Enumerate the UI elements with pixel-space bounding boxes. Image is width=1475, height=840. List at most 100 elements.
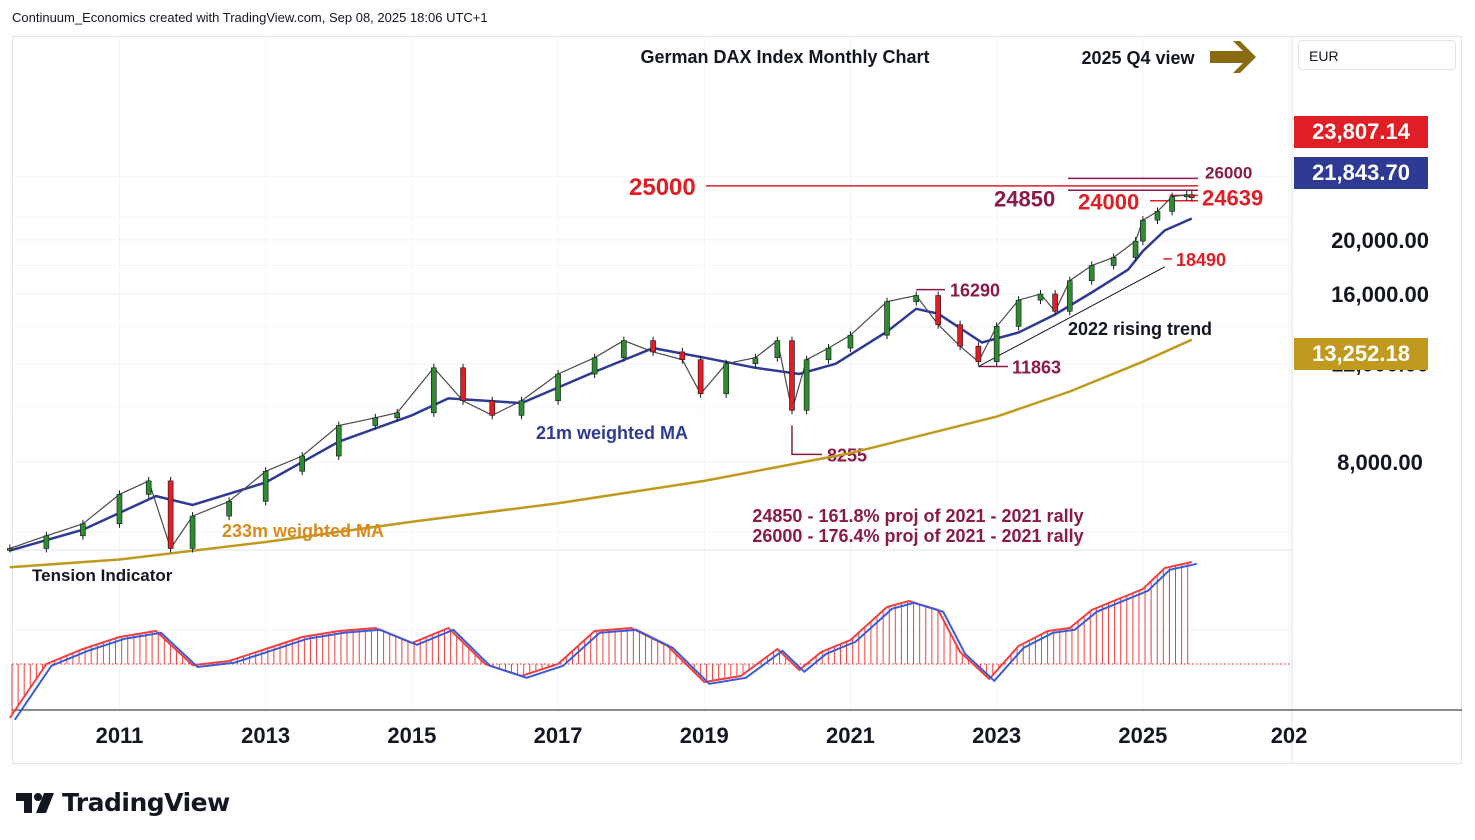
- candle-body: [774, 340, 781, 359]
- candle-body: [226, 501, 232, 517]
- tradingview-logo[interactable]: TradingView: [16, 788, 230, 817]
- candle-body: [975, 345, 982, 363]
- brand-name: TradingView: [62, 788, 230, 817]
- candle-body: [697, 359, 704, 395]
- ma21-badge: 21,843.70: [1294, 157, 1428, 189]
- time-tick-label: 202: [1271, 723, 1308, 748]
- price-tick-label: 16,000.00: [1331, 282, 1429, 307]
- candle-body: [189, 515, 196, 549]
- candle-body: [913, 295, 920, 302]
- candle-body: [1189, 194, 1195, 198]
- candle-body: [555, 373, 561, 402]
- candle-body: [1015, 299, 1022, 327]
- last-price-value: 23,807.14: [1312, 119, 1410, 144]
- last-price-badge: 23,807.14: [1294, 116, 1428, 148]
- time-tick-label: 2011: [96, 723, 144, 748]
- candle-body: [372, 417, 379, 426]
- candle-body: [335, 425, 342, 457]
- price-series: [7, 190, 1195, 569]
- candle-body: [993, 326, 1000, 363]
- tension-pane: [8, 561, 1292, 721]
- level-lines: 25000 26000 24850 24639 24000 18490 16290 11863…: [629, 163, 1263, 465]
- candle-body: [299, 455, 306, 472]
- ma21-line: [9, 217, 1193, 552]
- level-label-18490: 18490: [1176, 250, 1226, 270]
- time-tick-label: 2021: [826, 723, 875, 748]
- level-label-24850: 24850: [994, 186, 1055, 211]
- level-label-25000: 25000: [629, 174, 696, 201]
- time-tick-label: 2025: [1118, 723, 1167, 748]
- chart-frame: [12, 36, 1462, 764]
- tension-line-red: [8, 561, 1193, 719]
- candle-body: [935, 295, 941, 325]
- ma233-line: [9, 338, 1193, 569]
- candle-body: [752, 357, 759, 365]
- time-tick-label: 2019: [680, 723, 729, 748]
- grid: [12, 36, 1292, 710]
- candle-body: [650, 340, 656, 353]
- level-label-11863: 11863: [1012, 358, 1061, 378]
- time-tick-label: 2023: [972, 723, 1021, 748]
- candle-body: [1183, 194, 1190, 198]
- candle-body: [80, 523, 86, 537]
- price-line: [9, 194, 1193, 550]
- time-tick-label: 2017: [534, 723, 583, 748]
- candle-body: [116, 494, 123, 525]
- candle-body: [1088, 265, 1095, 282]
- time-axis[interactable]: 2011 2013 2015 2017 2019 2021 2023 2025 202: [96, 723, 1308, 748]
- candle-body: [825, 347, 832, 361]
- candle-body: [957, 324, 963, 347]
- level-label-24639: 24639: [1202, 185, 1263, 210]
- price-tick-label: 8,000.00: [1337, 450, 1423, 475]
- ma233-label: 233m weighted MA: [222, 521, 384, 541]
- trend-label: 2022 rising trend: [1068, 319, 1212, 339]
- candle-body: [591, 357, 598, 375]
- candle-body: [884, 301, 890, 336]
- candle-body: [1066, 280, 1073, 312]
- level-label-16290: 16290: [950, 281, 1000, 301]
- level-label-26000: 26000: [1205, 163, 1252, 182]
- level-line-8255: [791, 425, 822, 456]
- candle-body: [460, 367, 466, 402]
- candle-body: [7, 548, 13, 551]
- candle-body: [145, 480, 152, 495]
- trend-line-2022: [978, 266, 1166, 367]
- candle-body: [1037, 293, 1044, 301]
- candle-body: [430, 367, 437, 414]
- chart-title: German DAX Index Monthly Chart: [640, 47, 929, 67]
- tradingview-logo-icon: [16, 792, 54, 813]
- arrow-right-icon: [1210, 41, 1256, 73]
- candle-body: [262, 470, 269, 502]
- ma21-label: 21m weighted MA: [536, 423, 688, 443]
- candle-body: [394, 412, 401, 419]
- candle-body: [1140, 219, 1146, 242]
- time-tick-label: 2015: [387, 723, 436, 748]
- candle-body: [1154, 211, 1161, 221]
- chart-subtitle: 2025 Q4 view: [1081, 48, 1195, 68]
- candle-body: [723, 363, 729, 395]
- candle-body: [1132, 240, 1139, 258]
- ma21-value: 21,843.70: [1312, 160, 1410, 185]
- candle-body: [1169, 196, 1175, 212]
- candle-body: [1052, 293, 1058, 312]
- currency-selector[interactable]: EUR: [1298, 40, 1456, 70]
- candle-body: [489, 400, 496, 416]
- candle-body: [847, 334, 854, 349]
- tension-title: Tension Indicator: [32, 566, 173, 585]
- time-tick-label: 2013: [241, 723, 290, 748]
- candle-body: [43, 535, 50, 549]
- candle-body: [803, 359, 810, 411]
- tension-line-blue: [13, 562, 1198, 721]
- price-tick-label: 20,000.00: [1331, 228, 1429, 253]
- candle-body: [518, 400, 525, 416]
- ma233-value: 13,252.18: [1312, 341, 1410, 366]
- candle-body: [1110, 257, 1117, 266]
- level-label-24000: 24000: [1078, 190, 1139, 215]
- candle-body: [789, 340, 795, 411]
- candle-body: [621, 340, 627, 359]
- candle-body: [679, 351, 686, 361]
- ma233-badge: 13,252.18: [1294, 338, 1428, 370]
- candle-body: [167, 480, 174, 549]
- attribution-header: Continuum_Economics created with Trading…: [12, 10, 488, 25]
